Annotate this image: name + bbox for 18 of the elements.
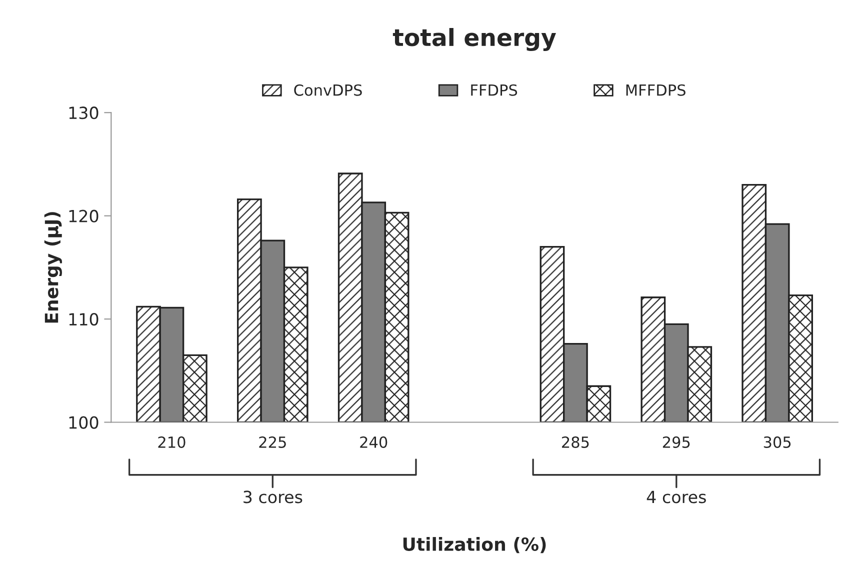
x-tick-label: 305 [764,436,791,448]
y-axis-title: Energy (µJ) [44,212,62,323]
legend-label: FFDPS [471,84,518,96]
x-tick-label: 285 [562,436,589,448]
legend-label: MFFDPS [626,84,686,96]
x-tick-label: 210 [158,436,186,448]
x-tick-label: 295 [662,436,690,448]
y-tick-label: 130 [69,106,98,120]
x-tick-label: 240 [360,436,388,448]
x-tick-label: 225 [259,436,286,448]
x-axis-title: Utilization (%) [403,537,546,554]
chart-title: total energy [392,28,556,52]
y-tick-label: 100 [69,416,98,429]
legend-label: ConvDPS [294,84,362,96]
y-tick-label: 120 [69,210,98,222]
text: 4 cores [646,490,706,504]
text: 3 cores [244,490,302,504]
y-tick-label: 110 [69,312,98,326]
